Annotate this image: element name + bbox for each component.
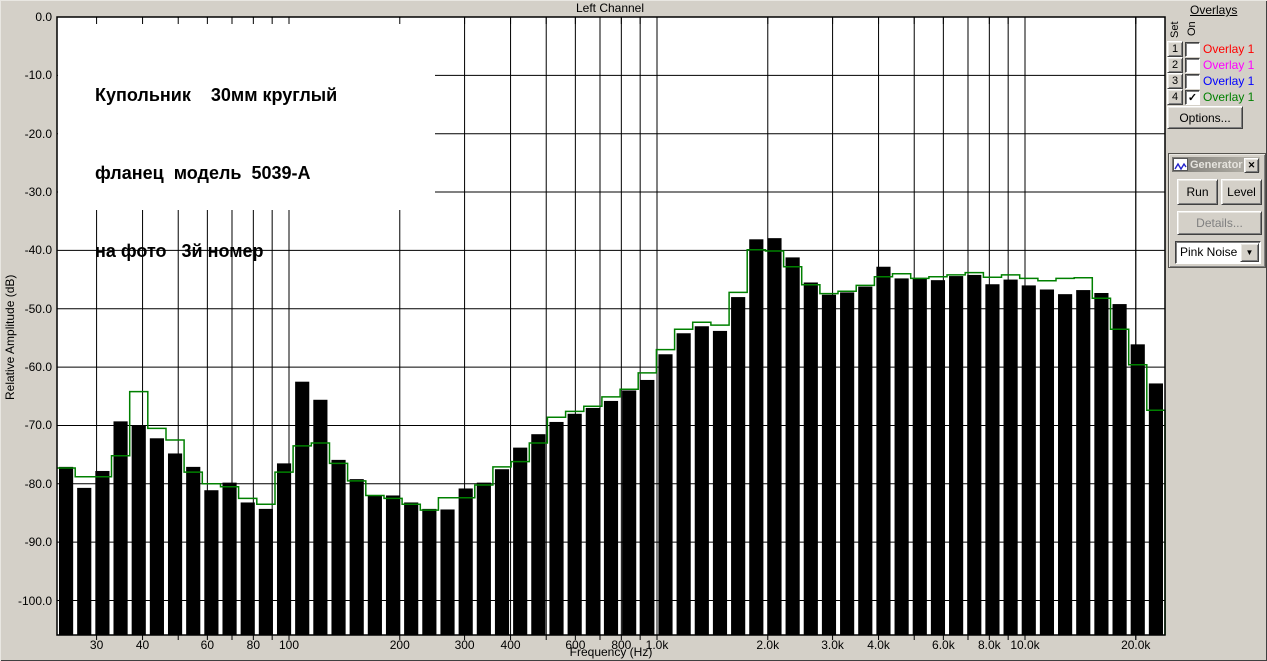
x-tick-label: 30: [89, 638, 104, 652]
overlay-label-2: Overlay 1: [1203, 58, 1255, 72]
y-tick-label: -40.0: [24, 243, 52, 258]
generator-window: Generator ✕ Run Level Details... Pink No…: [1168, 153, 1266, 268]
chart-title: Left Channel: [575, 1, 645, 15]
y-tick-label: -90.0: [24, 535, 52, 550]
overlay-checkbox-3[interactable]: [1185, 74, 1200, 89]
x-tick-label: 2.0k: [756, 638, 780, 652]
x-axis-title: Frequency (Hz): [569, 645, 653, 659]
x-tick-label: 4.0k: [867, 638, 890, 652]
y-tick-label: -10.0: [24, 68, 52, 83]
x-tick-label: 600: [565, 638, 586, 652]
overlays-set-label: Set: [1169, 21, 1181, 38]
generator-titlebar[interactable]: Generator ✕: [1172, 157, 1260, 173]
waveform-icon: [1173, 158, 1188, 171]
annotation-line-2: фланец модель 5039-А: [95, 163, 311, 183]
x-tick-label: 800: [611, 638, 632, 652]
x-tick-label: 100: [278, 638, 300, 652]
y-tick-label: -100.0: [17, 593, 52, 608]
x-tick-label: 8.0k: [977, 638, 1001, 652]
annotation-line-1: Купольник 30мм круглый: [95, 85, 338, 105]
y-tick-label: -80.0: [24, 476, 52, 491]
close-icon[interactable]: ✕: [1244, 158, 1259, 173]
y-tick-label: -20.0: [24, 126, 52, 141]
y-tick-label: -60.0: [24, 360, 52, 375]
x-tick-label: 300: [454, 638, 475, 652]
overlay-label-1: Overlay 1: [1203, 42, 1255, 56]
signal-source-value: Pink Noise: [1180, 245, 1238, 259]
details-button[interactable]: Details...: [1177, 211, 1262, 235]
generator-title: Generator: [1190, 158, 1243, 171]
x-tick-label: 1.0k: [645, 638, 669, 652]
y-tick-label: -70.0: [24, 418, 52, 433]
y-axis-title: Relative Amplitude (dB): [3, 274, 17, 400]
x-tick-label: 60: [200, 638, 215, 652]
chevron-down-icon[interactable]: ▼: [1240, 243, 1259, 262]
overlays-heading: Overlays: [1190, 3, 1238, 17]
y-tick-label: -50.0: [24, 301, 52, 316]
overlay-checkbox-2[interactable]: [1185, 58, 1200, 73]
level-button[interactable]: Level: [1221, 179, 1262, 205]
overlay-checkbox-1[interactable]: [1185, 42, 1200, 57]
overlay-set-button-3[interactable]: 3: [1167, 73, 1183, 89]
run-button[interactable]: Run: [1177, 179, 1218, 205]
y-tick-label: -30.0: [24, 185, 52, 200]
y-tick-label: 0.0: [35, 10, 52, 24]
annotation-text: Купольник 30мм круглый фланец модель 503…: [95, 30, 337, 316]
x-tick-label: 80: [246, 638, 260, 652]
overlay-set-button-1[interactable]: 1: [1167, 41, 1183, 57]
x-tick-label: 200: [389, 638, 410, 652]
x-tick-label: 6.0k: [932, 638, 955, 652]
overlay-label-3: Overlay 1: [1203, 74, 1255, 88]
overlay-set-button-2[interactable]: 2: [1167, 57, 1183, 73]
overlays-on-label: On: [1186, 21, 1198, 36]
overlay-set-button-4[interactable]: 4: [1167, 89, 1183, 105]
x-tick-label: 20.0k: [1121, 638, 1151, 652]
x-tick-label: 3.0k: [821, 638, 844, 652]
x-tick-label: 40: [135, 638, 150, 652]
overlay-checkbox-4[interactable]: ✓: [1185, 90, 1200, 105]
annotation-line-3: на фото 3й номер: [95, 241, 264, 261]
options-button[interactable]: Options...: [1167, 106, 1243, 129]
x-tick-label: 10.0k: [1010, 638, 1040, 652]
signal-source-dropdown[interactable]: Pink Noise ▼: [1175, 241, 1261, 264]
overlay-label-4: Overlay 1: [1203, 90, 1255, 104]
x-tick-label: 400: [500, 638, 521, 652]
